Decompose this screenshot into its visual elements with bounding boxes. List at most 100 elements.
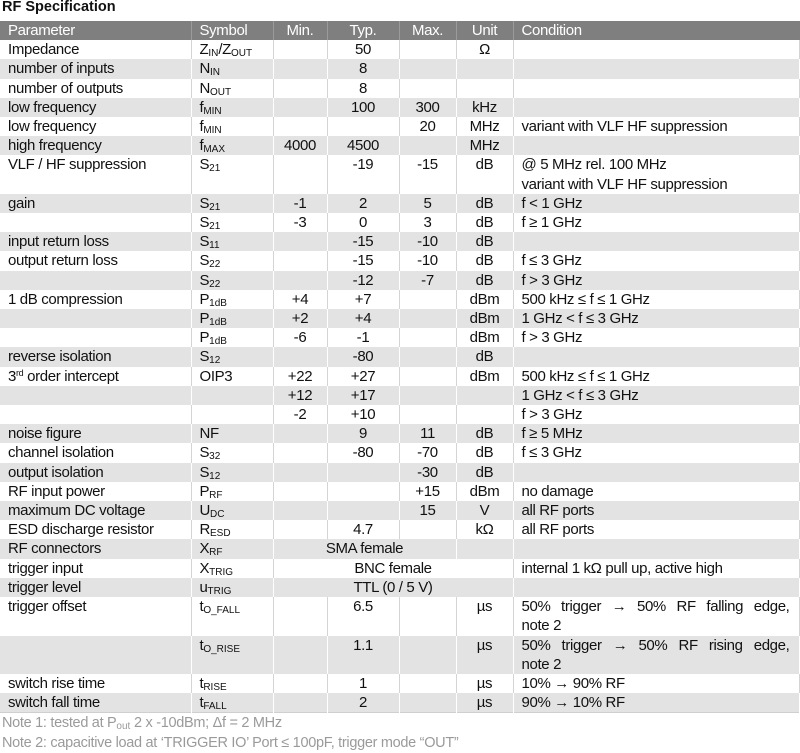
symbol-subscript: 1dB xyxy=(209,336,227,348)
typ-cell: -19 xyxy=(327,155,400,194)
symbol-cell: S12 xyxy=(191,462,274,482)
condition-line: f ≥ 5 MHz xyxy=(521,425,583,443)
min-cell xyxy=(273,270,328,290)
rf-spec-table: Parameter Symbol Min. Typ. Max. Unit Con… xyxy=(0,21,800,713)
symbol-subscript: 32 xyxy=(209,451,221,463)
unit-cell xyxy=(456,78,514,98)
merged-value-cell: TTL (0 / 5 V) xyxy=(273,577,514,598)
parameter-cell xyxy=(0,270,192,290)
table-row: 1 dB compression P1dB +4 +7 dBm 500 kHz ≤ f ≤… xyxy=(0,289,800,310)
symbol-cell: S21 xyxy=(191,213,274,233)
condition-line: all RF ports xyxy=(521,502,595,520)
symbol-subscript: O_RISE xyxy=(203,643,241,655)
table-row: number of outputs NOUT 8 xyxy=(0,78,800,98)
table-row: output isolation S12 -30 dB xyxy=(0,462,800,482)
symbol-subscript: OUT xyxy=(209,86,232,98)
typ-cell: 2 xyxy=(327,193,400,214)
table-row: input return loss S11 -15 -10 dB xyxy=(0,232,800,252)
symbol-cell: S21 xyxy=(191,193,274,214)
symbol-cell: ZIN/ZOUT xyxy=(191,40,274,60)
condition-line: 90% → 10% RF xyxy=(521,694,626,712)
min-cell: +2 xyxy=(273,309,328,329)
condition-line: variant with VLF HF suppression xyxy=(521,175,728,193)
max-cell xyxy=(399,309,457,329)
condition-cell: all RF ports xyxy=(513,520,800,540)
header-max: Max. xyxy=(399,21,457,41)
typ-cell: -15 xyxy=(327,251,400,271)
min-cell xyxy=(273,232,328,252)
min-cell xyxy=(273,97,328,118)
min-cell: +22 xyxy=(273,366,328,386)
min-cell: -3 xyxy=(273,213,328,233)
symbol-subscript: OUT xyxy=(230,48,253,60)
parameter-cell: switch fall time xyxy=(0,693,192,713)
condition-cell: f ≤ 3 GHz xyxy=(513,443,800,463)
symbol-cell: S11 xyxy=(191,232,274,252)
parameter-cell: reverse isolation xyxy=(0,347,192,367)
typ-cell xyxy=(327,481,400,502)
typ-cell: +10 xyxy=(327,405,400,425)
symbol-cell: P1dB xyxy=(191,309,274,329)
min-cell: -6 xyxy=(273,328,328,348)
typ-cell xyxy=(327,462,400,482)
typ-cell: 2 xyxy=(327,693,400,713)
typ-cell: 4500 xyxy=(327,136,400,156)
typ-cell: -1 xyxy=(327,328,400,348)
condition-line: 500 kHz ≤ f ≤ 1 GHz xyxy=(521,367,651,385)
symbol-base: P xyxy=(199,482,210,500)
parameter-cell: VLF / HF suppression xyxy=(0,155,192,194)
condition-cell: 50% trigger → 50% RF falling edge, note 2 xyxy=(513,597,800,636)
symbol-cell: fMAX xyxy=(191,136,274,156)
symbol-cell: P1dB xyxy=(191,328,274,348)
header-condition: Condition xyxy=(513,21,800,41)
parameter-cell: 3rd order intercept xyxy=(0,366,192,386)
min-cell: +12 xyxy=(273,385,328,406)
note-2: Note 2: capacitive load at ‘TRIGGER IO’ … xyxy=(2,735,459,752)
unit-cell: µs xyxy=(456,673,514,694)
min-cell xyxy=(273,117,328,137)
symbol-subscript: 22 xyxy=(209,259,221,271)
symbol-subscript: 1dB xyxy=(209,317,227,329)
min-cell xyxy=(273,155,328,194)
symbol-base: U xyxy=(199,502,211,520)
parameter-cell: channel isolation xyxy=(0,443,192,463)
condition-cell xyxy=(513,59,800,79)
max-cell: -10 xyxy=(399,251,457,271)
parameter-cell xyxy=(0,213,192,233)
unit-cell xyxy=(456,405,514,425)
max-cell xyxy=(399,347,457,367)
notes: Note 1: tested at Pout 2 x -10dBm; Δf = … xyxy=(0,713,800,753)
unit-cell xyxy=(456,385,514,406)
symbol-base: X xyxy=(199,540,210,558)
condition-cell: 1 GHz < f ≤ 3 GHz xyxy=(513,309,800,329)
table-row: trigger level uTRIG TTL (0 / 5 V) xyxy=(0,577,800,598)
typ-cell: 50 xyxy=(327,40,400,60)
max-cell xyxy=(399,520,457,540)
condition-cell: f ≥ 1 GHz xyxy=(513,213,800,233)
table-row: trigger input XTRIG BNC female internal 1 k… xyxy=(0,558,800,578)
parameter-cell: low frequency xyxy=(0,97,192,118)
parameter-cell xyxy=(0,385,192,406)
condition-line: 50% trigger → 50% RF falling edge, xyxy=(521,598,790,616)
min-cell xyxy=(273,673,328,694)
unit-cell: Ω xyxy=(456,40,514,60)
condition-cell: f > 3 GHz xyxy=(513,270,800,290)
condition-cell xyxy=(513,577,800,598)
parameter-cell: gain xyxy=(0,193,192,214)
symbol-cell: NF xyxy=(191,424,274,444)
unit-cell: dB xyxy=(456,251,514,271)
symbol-base: N xyxy=(199,60,211,78)
symbol-base: f xyxy=(199,137,204,155)
typ-cell xyxy=(327,117,400,137)
table-row: P1dB -6 -1 dBm f > 3 GHz xyxy=(0,328,800,348)
typ-cell: 100 xyxy=(327,97,400,118)
parameter-cell: trigger input xyxy=(0,558,192,578)
parameter-cell: output isolation xyxy=(0,462,192,482)
condition-cell: f < 1 GHz xyxy=(513,193,800,214)
symbol-cell: OIP3 xyxy=(191,366,274,386)
symbol-base: NF xyxy=(199,425,220,443)
symbol-base: S xyxy=(199,194,210,212)
symbol-subscript: TRIG xyxy=(207,585,232,597)
condition-line: all RF ports xyxy=(521,521,595,539)
